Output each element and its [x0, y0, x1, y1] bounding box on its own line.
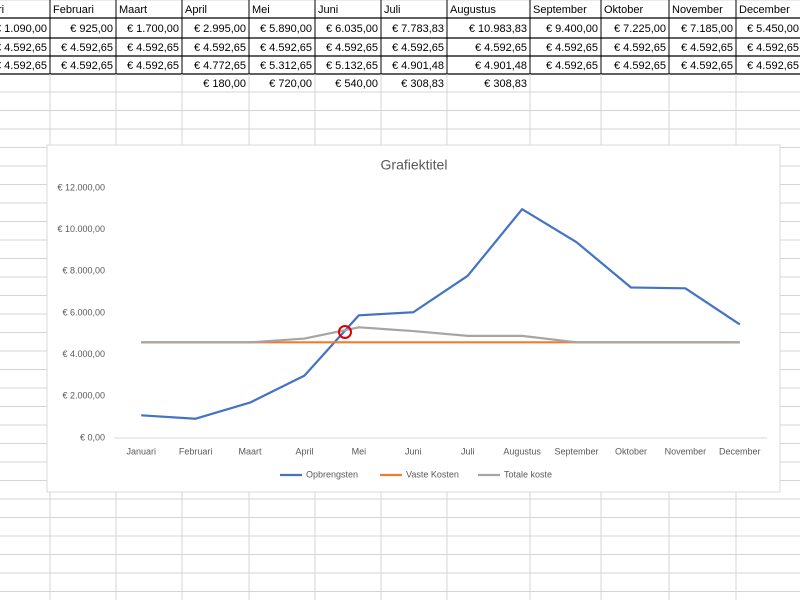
cell: € 4.592,65 [475, 42, 527, 54]
legend-label: Vaste Kosten [406, 469, 459, 479]
cell: € 4.772,65 [194, 60, 246, 72]
header-cell: Februari [53, 4, 94, 16]
header-cell: Oktober [604, 4, 643, 16]
cell: € 4.592,65 [392, 42, 444, 54]
header-cell: Maart [119, 4, 147, 16]
cell: € 4.592,65 [681, 42, 733, 54]
x-tick-label: Juli [461, 446, 475, 456]
header-cell: Mei [252, 4, 270, 16]
x-tick-label: Augustus [503, 446, 541, 456]
cell: € 540,00 [335, 78, 378, 90]
y-tick-label: € 6.000,00 [62, 307, 105, 317]
cell: € 5.132,65 [326, 60, 378, 72]
cell: € 4.592,65 [546, 60, 598, 72]
cell: € 4.592,65 [614, 60, 666, 72]
cell: € 7.783,83 [392, 23, 444, 35]
y-tick-label: € 4.000,00 [62, 349, 105, 359]
chart: Grafiektitel € 0,00 € 2.000,00 € 4.000,00 €… [46, 144, 781, 493]
annotation-circle [338, 325, 352, 339]
cell: € 4.592,65 [0, 42, 47, 54]
cell: € 5.890,00 [260, 23, 312, 35]
header-cell: April [185, 4, 207, 16]
header-cell: Januari [0, 4, 4, 16]
series-line [141, 208, 741, 420]
cell: € 4.592,65 [127, 42, 179, 54]
header-cell: September [533, 4, 587, 16]
x-tick-label: Februari [179, 446, 213, 456]
x-tick-label: Juni [405, 446, 422, 456]
y-tick-label: € 0,00 [80, 432, 105, 442]
legend-label: Opbrengsten [306, 469, 358, 479]
header-cell: Augustus [450, 4, 496, 16]
header-cell: Juli [384, 4, 401, 16]
cell: € 5.450,00 [747, 23, 799, 35]
x-tick-label: December [719, 446, 761, 456]
y-tick-label: € 12.000,00 [57, 182, 105, 192]
cell: € 4.592,65 [61, 60, 113, 72]
x-tick-label: Januari [126, 446, 156, 456]
cell: € 4.592,65 [61, 42, 113, 54]
cell: € 7.225,00 [614, 23, 666, 35]
cell: € 7.185,00 [681, 23, 733, 35]
header-cell: Juni [318, 4, 338, 16]
cell: € 2.995,00 [194, 23, 246, 35]
series-line [141, 326, 740, 344]
y-tick-label: € 10.000,00 [57, 224, 105, 234]
y-tick-label: € 2.000,00 [62, 391, 105, 401]
cell: € 1.700,00 [127, 23, 179, 35]
chart-title: Grafiektitel [381, 157, 448, 173]
cell: € 4.901,48 [475, 60, 527, 72]
cell: € 308,83 [401, 78, 444, 90]
y-tick-label: € 8.000,00 [62, 266, 105, 276]
cell: € 180,00 [203, 78, 246, 90]
cell: € 308,83 [484, 78, 527, 90]
x-tick-label: September [555, 446, 599, 456]
cell: € 4.592,65 [681, 60, 733, 72]
x-tick-label: Mei [352, 446, 367, 456]
cell: € 4.592,65 [546, 42, 598, 54]
x-tick-label: Maart [239, 446, 263, 456]
cell: € 4.592,65 [0, 60, 47, 72]
cell: € 6.035,00 [326, 23, 378, 35]
cell: € 4.592,65 [326, 42, 378, 54]
x-tick-label: April [295, 446, 313, 456]
x-tick-label: Oktober [615, 446, 647, 456]
cell: € 5.312,65 [260, 60, 312, 72]
header-cell: December [739, 4, 790, 16]
x-tick-label: November [665, 446, 707, 456]
chart-area [46, 144, 781, 493]
cell: € 4.592,65 [614, 42, 666, 54]
cell: € 925,00 [70, 23, 113, 35]
cell: € 4.592,65 [260, 42, 312, 54]
cell: € 4.901,48 [392, 60, 444, 72]
cell: € 4.592,65 [127, 60, 179, 72]
legend-label: Totale koste [504, 469, 552, 479]
cell: € 9.400,00 [546, 23, 598, 35]
cell: € 4.592,65 [194, 42, 246, 54]
cell: € 720,00 [269, 78, 312, 90]
cell: € 4.592,65 [747, 42, 799, 54]
cell: € 10.983,83 [469, 23, 527, 35]
cell: € 4.592,65 [747, 60, 799, 72]
header-cell: November [672, 4, 723, 16]
cell: € 1.090,00 [0, 23, 47, 35]
